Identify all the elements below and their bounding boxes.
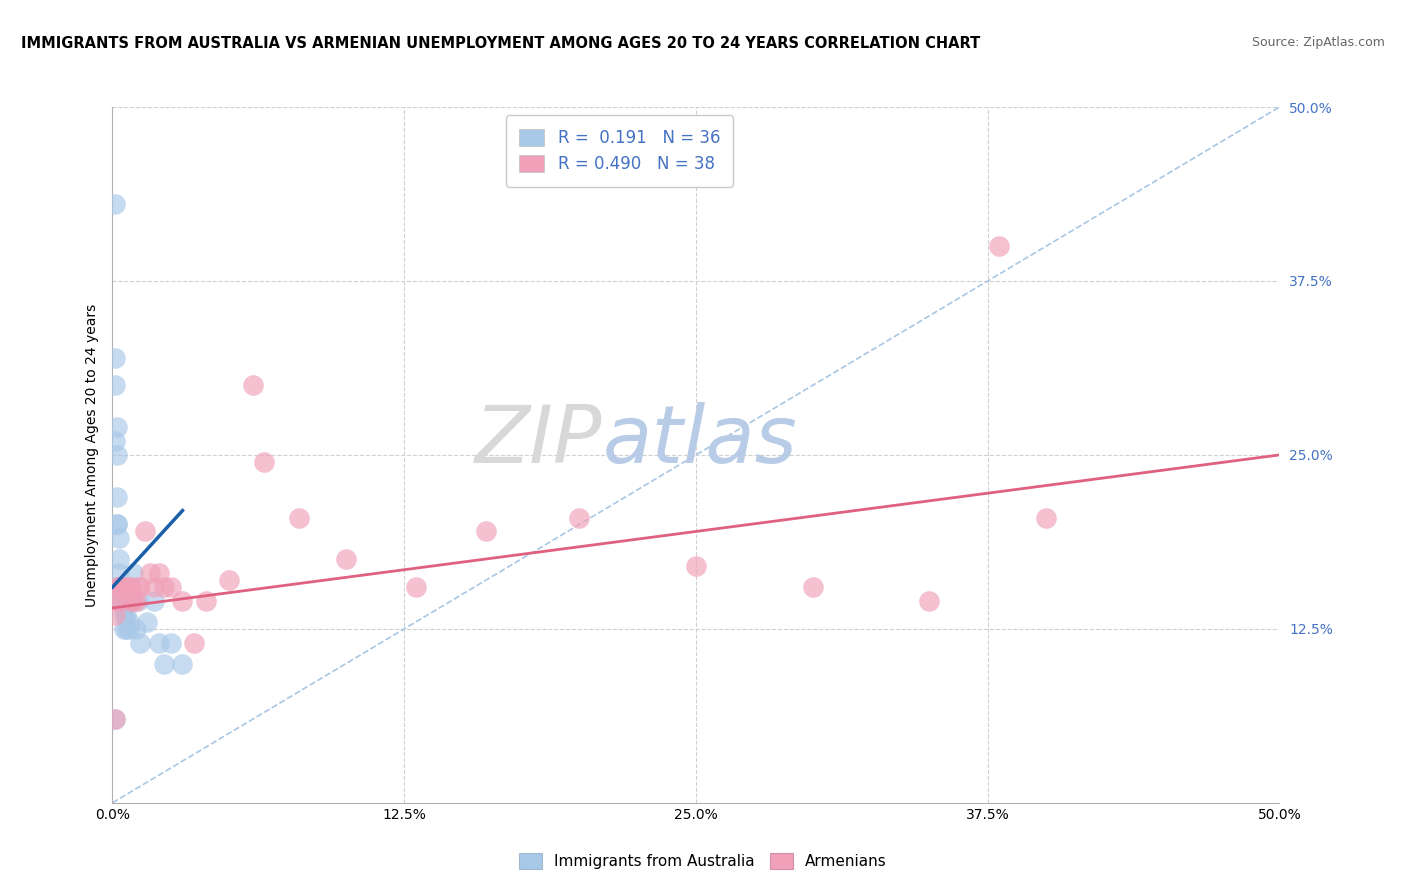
Point [988,239,1011,253]
Point [105,448,128,462]
Point [112,622,135,636]
Point [115,607,138,622]
Point [129,580,152,594]
Point [104,378,127,392]
Point [127,580,149,594]
Point [105,517,128,532]
Point [148,566,170,581]
Point [104,712,127,726]
Point [127,594,149,608]
Point [108,580,131,594]
Point [120,580,142,594]
Point [129,636,152,650]
Point [122,594,145,608]
Point [136,615,159,629]
Point [139,566,162,581]
Text: IMMIGRANTS FROM AUSTRALIA VS ARMENIAN UNEMPLOYMENT AMONG AGES 20 TO 24 YEARS COR: IMMIGRANTS FROM AUSTRALIA VS ARMENIAN UN… [21,36,980,51]
Point [143,594,166,608]
Point [405,580,427,594]
Point [118,622,141,636]
Point [108,552,131,566]
Point [122,566,145,581]
Point [111,594,134,608]
Text: Source: ZipAtlas.com: Source: ZipAtlas.com [1251,36,1385,49]
Point [105,517,128,532]
Point [242,378,264,392]
Point [105,580,128,594]
Point [108,580,131,594]
Text: ZIP: ZIP [475,402,603,480]
Point [172,657,194,671]
Point [118,615,141,629]
Point [104,434,127,448]
Point [115,622,138,636]
Point [105,490,128,504]
Point [104,351,127,365]
Text: atlas: atlas [603,402,797,480]
Point [134,524,156,539]
Point [112,580,135,594]
Point [148,636,170,650]
Point [105,420,128,434]
Point [183,636,205,650]
Legend: R =  0.191   N = 36, R = 0.490   N = 38: R = 0.191 N = 36, R = 0.490 N = 38 [506,115,734,186]
Point [918,594,941,608]
Point [111,594,134,608]
Point [253,455,276,469]
Legend: Immigrants from Australia, Armenians: Immigrants from Australia, Armenians [513,847,893,875]
Point [1035,510,1057,524]
Point [125,622,148,636]
Point [104,607,127,622]
Point [108,566,131,581]
Point [112,601,135,615]
Point [111,580,134,594]
Point [288,510,311,524]
Point [475,524,498,539]
Point [194,594,217,608]
Point [218,573,240,587]
Point [120,594,142,608]
Point [108,532,131,546]
Point [801,580,824,594]
Point [153,657,176,671]
Point [335,552,357,566]
Point [105,580,128,594]
Point [115,580,138,594]
Point [172,594,194,608]
Point [104,712,127,726]
Point [111,587,134,601]
Point [125,594,148,608]
Point [108,580,131,594]
Point [104,197,127,211]
Point [118,580,141,594]
Point [160,580,183,594]
Point [568,510,591,524]
Point [112,607,135,622]
Point [105,594,128,608]
Point [685,559,707,574]
Y-axis label: Unemployment Among Ages 20 to 24 years: Unemployment Among Ages 20 to 24 years [86,303,100,607]
Point [160,636,183,650]
Point [120,594,142,608]
Point [143,580,166,594]
Point [153,580,176,594]
